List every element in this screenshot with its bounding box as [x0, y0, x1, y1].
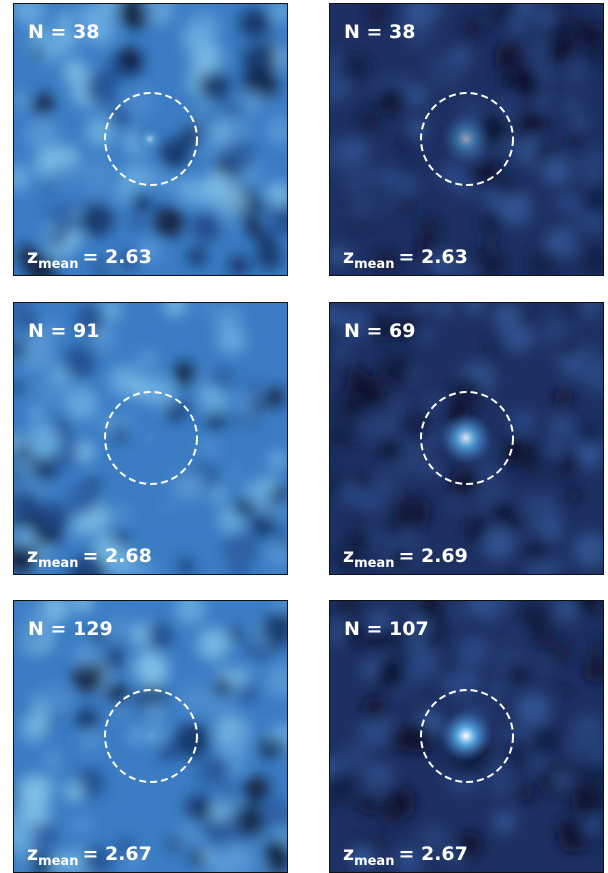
z-symbol: z [27, 246, 38, 268]
source [440, 113, 492, 165]
source [136, 722, 164, 750]
z-symbol: z [343, 545, 354, 567]
stack-image: N = 38 zmean = 2.63 [13, 3, 288, 276]
z-symbol: z [27, 545, 38, 567]
n-label: N = 129 [28, 618, 113, 640]
z-symbol: z [343, 246, 354, 268]
n-label: N = 107 [344, 618, 429, 640]
z-subscript: mean [38, 556, 78, 571]
z-subscript: mean [38, 854, 78, 869]
z-symbol: z [27, 843, 38, 865]
stack-image: N = 91 zmean = 2.68 [13, 302, 288, 575]
source [440, 710, 492, 762]
z-value: = 2.67 [398, 843, 467, 865]
stack-image: N = 107 zmean = 2.67 [329, 600, 604, 873]
stack-image: N = 129 zmean = 2.67 [13, 600, 288, 873]
z-symbol: z [343, 843, 354, 865]
stack-image: N = 69 zmean = 2.69 [329, 302, 604, 575]
stack-image: N = 38 zmean = 2.63 [329, 3, 604, 276]
z-value: = 2.63 [82, 246, 151, 268]
source [136, 424, 164, 452]
n-label: N = 38 [344, 21, 416, 43]
source [136, 125, 164, 153]
z-value: = 2.63 [398, 246, 467, 268]
z-subscript: mean [354, 854, 394, 869]
z-value: = 2.68 [82, 545, 151, 567]
z-subscript: mean [38, 257, 78, 272]
source [440, 412, 492, 464]
z-subscript: mean [354, 556, 394, 571]
n-label: N = 38 [28, 21, 100, 43]
n-label: N = 69 [344, 320, 416, 342]
z-value: = 2.67 [82, 843, 151, 865]
z-value: = 2.69 [398, 545, 467, 567]
z-subscript: mean [354, 257, 394, 272]
figure: N = 38zmean= 2.63N = 38zmean= 2.63N = 91… [0, 0, 608, 873]
n-label: N = 91 [28, 320, 100, 342]
